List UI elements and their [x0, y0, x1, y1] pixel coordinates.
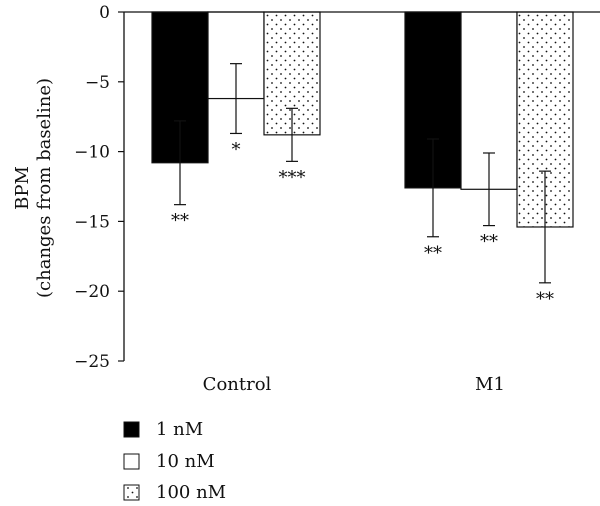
significance-marker: ** — [424, 243, 442, 264]
legend-label-1nm: 1 nM — [156, 419, 203, 440]
y-tick-label: −10 — [74, 143, 110, 163]
legend-label-100nm: 100 nM — [156, 482, 226, 503]
legend-swatch-1nm — [123, 421, 140, 438]
significance-marker: * — [232, 139, 241, 160]
significance-markers: ************ — [171, 139, 554, 309]
legend-swatch-100nm — [123, 484, 140, 501]
y-tick-label: −5 — [85, 73, 110, 93]
legend-label-10nm: 10 nM — [156, 451, 215, 472]
y-axis-title-line2: (changes from baseline) — [34, 78, 55, 298]
significance-marker: *** — [279, 167, 306, 188]
y-tick-label: −15 — [74, 212, 110, 232]
y-tick-label: −20 — [74, 282, 110, 302]
x-category-label-m1: M1 — [475, 374, 505, 395]
x-category-label-control: Control — [203, 374, 272, 395]
significance-marker: ** — [171, 211, 189, 232]
legend-swatch-10nm — [123, 453, 140, 470]
y-tick-label: −25 — [74, 352, 110, 372]
bars — [151, 11, 574, 228]
error-bars — [174, 63, 551, 284]
significance-marker: ** — [480, 232, 498, 253]
significance-marker: ** — [536, 289, 554, 310]
y-axis-ticks: 0 −5 −10 −15 −20 −25 — [74, 3, 124, 372]
legend: 1 nM 10 nM 100 nM — [123, 419, 226, 503]
y-tick-label: 0 — [99, 3, 110, 23]
y-axis-title-line1: BPM — [12, 166, 33, 210]
